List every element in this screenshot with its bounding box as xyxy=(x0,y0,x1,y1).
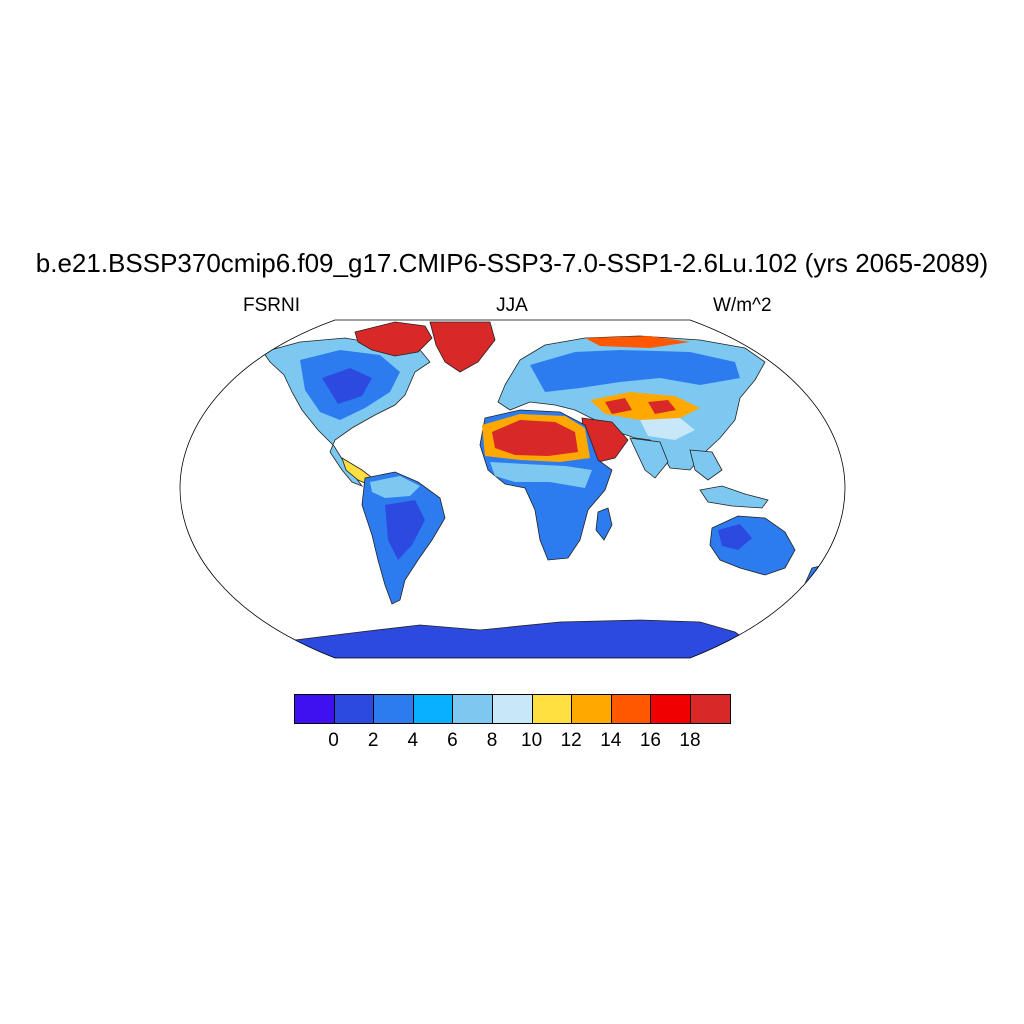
colorbar-box xyxy=(294,694,335,724)
colorbar-tick-label: 10 xyxy=(521,730,543,751)
asia-hot-band xyxy=(590,392,700,420)
colorbar-tick-label: 6 xyxy=(447,730,458,751)
units-label: W/m^2 xyxy=(713,295,772,316)
colorbar-box xyxy=(610,694,652,724)
greenland xyxy=(429,321,496,373)
colorbar-box xyxy=(531,694,573,724)
colorbar-box xyxy=(571,694,612,724)
antarctica xyxy=(279,619,761,658)
colorbar-tick-label: 2 xyxy=(367,730,379,751)
colorbar-tick-label: 16 xyxy=(639,730,661,751)
sahara-red xyxy=(492,420,578,456)
colorbar-tick-label: 12 xyxy=(560,730,582,751)
arctic-islands xyxy=(354,321,433,357)
eurasia-blue-patch xyxy=(530,350,740,392)
colorbar-box xyxy=(373,694,414,724)
colorbar-tick-label: 8 xyxy=(486,730,498,751)
sa-light-patch xyxy=(370,476,420,498)
colorbar-box xyxy=(412,694,454,724)
colorbar-box xyxy=(452,694,493,724)
colorbar-tick-label: 0 xyxy=(328,730,339,751)
indonesia xyxy=(699,485,769,509)
land-field xyxy=(262,321,821,658)
colorbar-box xyxy=(333,694,375,724)
india xyxy=(629,437,669,479)
asia-hot-core xyxy=(605,398,676,414)
season-label: JJA xyxy=(496,295,528,316)
madagascar xyxy=(595,507,613,541)
tibet-patch xyxy=(640,418,695,440)
australia-dark-patch xyxy=(718,524,752,550)
colorbar-box xyxy=(690,694,731,724)
siberia-red-edge xyxy=(585,336,690,348)
colorbar-tick-label: 4 xyxy=(407,730,419,751)
se-asia xyxy=(689,449,723,481)
colorbar-tick-label: 18 xyxy=(679,730,701,751)
map-outline xyxy=(179,319,846,659)
na-dark-patch xyxy=(322,368,372,404)
colorbar-box xyxy=(492,694,533,724)
sahel-light xyxy=(490,462,592,488)
colorbar-box xyxy=(650,694,691,724)
variable-name: FSRNI xyxy=(243,295,300,316)
sa-dark-patch xyxy=(385,500,425,560)
plot-title: b.e21.BSSP370cmip6.f09_g17.CMIP6-SSP3-7.… xyxy=(35,248,989,278)
colorbar-tick-label: 14 xyxy=(600,730,622,751)
